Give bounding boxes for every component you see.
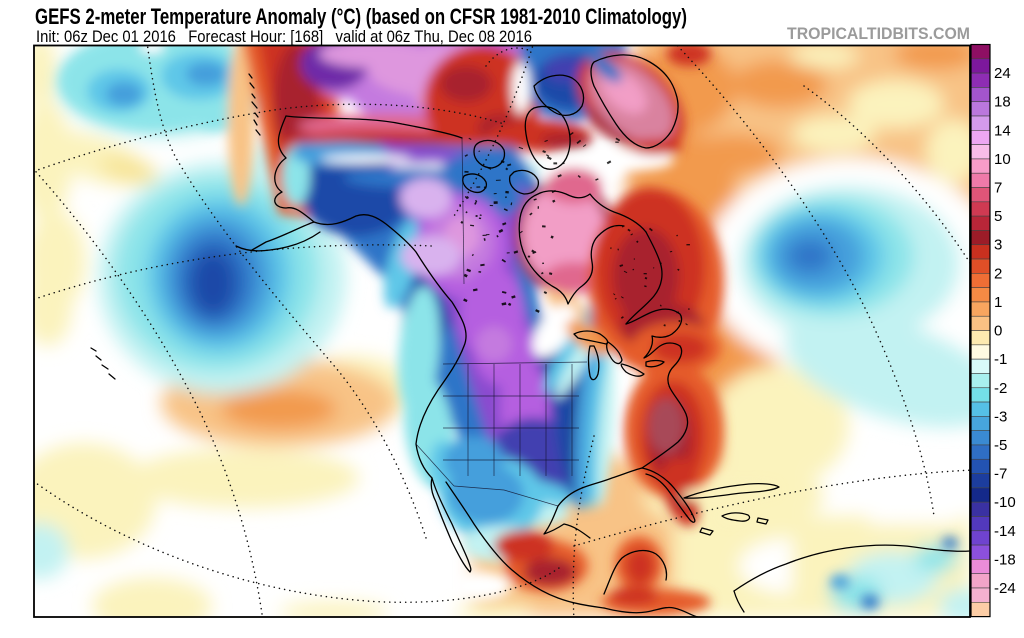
svg-text:-5: -5: [994, 437, 1007, 454]
svg-text:7: 7: [994, 180, 1002, 197]
svg-text:-1: -1: [994, 351, 1007, 368]
svg-text:0: 0: [994, 323, 1002, 340]
svg-text:-14: -14: [994, 523, 1016, 540]
svg-text:TROPICALTIDBITS.COM: TROPICALTIDBITS.COM: [787, 24, 970, 43]
svg-text:3: 3: [994, 237, 1002, 254]
svg-text:Init: 06z Dec 01 2016 Foreca: Init: 06z Dec 01 2016 Forecast Hour: [16…: [36, 27, 532, 46]
svg-text:2: 2: [994, 265, 1002, 282]
svg-text:24: 24: [994, 65, 1011, 82]
svg-text:GEFS 2-meter Temperature Anoma: GEFS 2-meter Temperature Anomaly (°C) (b…: [35, 4, 687, 29]
svg-text:14: 14: [994, 122, 1011, 139]
svg-text:-24: -24: [994, 580, 1016, 597]
svg-text:18: 18: [994, 94, 1011, 111]
svg-text:-10: -10: [994, 494, 1016, 511]
svg-text:-7: -7: [994, 466, 1007, 483]
svg-text:-3: -3: [994, 408, 1007, 425]
svg-text:10: 10: [994, 151, 1011, 168]
svg-text:5: 5: [994, 208, 1002, 225]
svg-text:-2: -2: [994, 380, 1007, 397]
svg-text:-18: -18: [994, 551, 1016, 568]
svg-text:1: 1: [994, 294, 1002, 311]
